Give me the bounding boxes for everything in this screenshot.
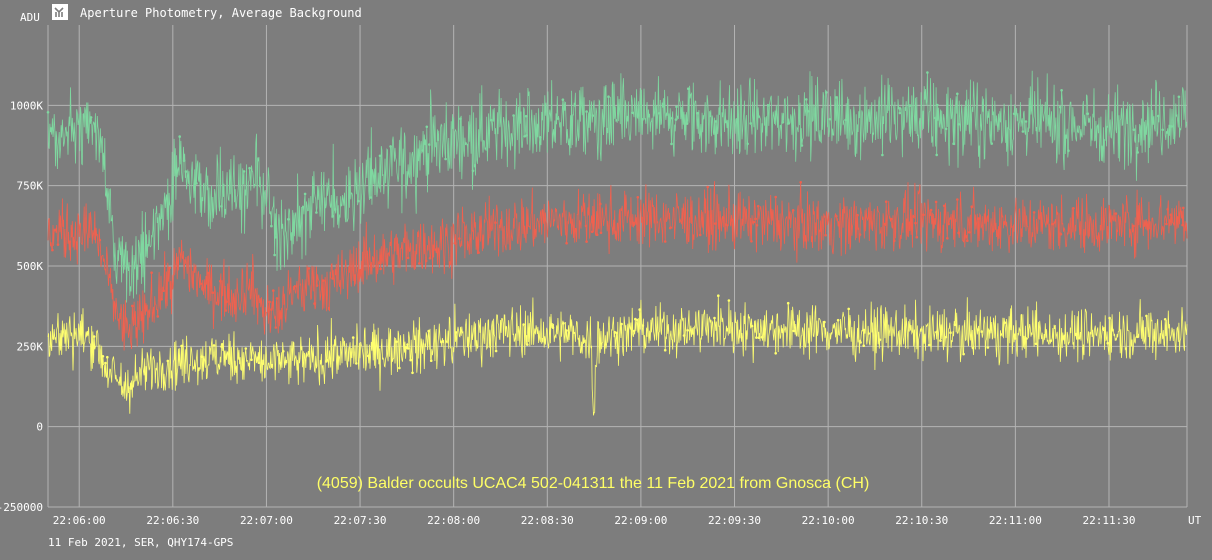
x-tick-label: 22:10:00 [802, 514, 855, 527]
x-tick-label: 22:07:30 [334, 514, 387, 527]
x-tick-label: 22:07:00 [240, 514, 293, 527]
series-2 [47, 181, 1188, 351]
window-title-bar: Aperture Photometry, Average Background [52, 4, 362, 20]
x-tick-label: 22:09:30 [708, 514, 761, 527]
axis-layer: -250000 0 250K 500K 750K 1000K 22:06:00 22:06:3… [0, 99, 1135, 527]
chart-title: (4059) Balder occults UCAC4 502-041311 t… [317, 475, 870, 492]
window-title: Aperture Photometry, Average Background [80, 6, 362, 20]
photometry-app-icon[interactable] [52, 4, 68, 20]
x-tick-label: 22:08:30 [521, 514, 574, 527]
x-tick-label: 22:10:30 [895, 514, 948, 527]
y-tick-label: 250K [17, 340, 44, 353]
series-1-line [47, 70, 1188, 303]
footer-info: 11 Feb 2021, SER, QHY174-GPS [48, 536, 233, 549]
x-tick-label: 22:06:30 [146, 514, 199, 527]
y-tick-label: 1000K [10, 99, 43, 112]
x-axis-label: UT [1188, 514, 1202, 527]
series-layer [46, 70, 1188, 416]
x-tick-label: 22:11:30 [1082, 514, 1135, 527]
x-tick-label: 22:11:00 [989, 514, 1042, 527]
x-tick-label: 22:09:00 [614, 514, 667, 527]
y-tick-label: -250000 [0, 501, 43, 514]
y-tick-label: 750K [17, 180, 44, 193]
x-tick-label: 22:08:00 [427, 514, 480, 527]
series-1 [46, 70, 1188, 303]
grid-lines [47, 25, 1188, 508]
y-axis-label: ADU [20, 11, 40, 24]
y-tick-label: 500K [17, 260, 44, 273]
series-3-line [47, 295, 1188, 416]
series-2-line [47, 181, 1188, 351]
x-tick-label: 22:06:00 [53, 514, 106, 527]
y-tick-label: 0 [36, 421, 43, 434]
series-3 [47, 294, 1188, 416]
